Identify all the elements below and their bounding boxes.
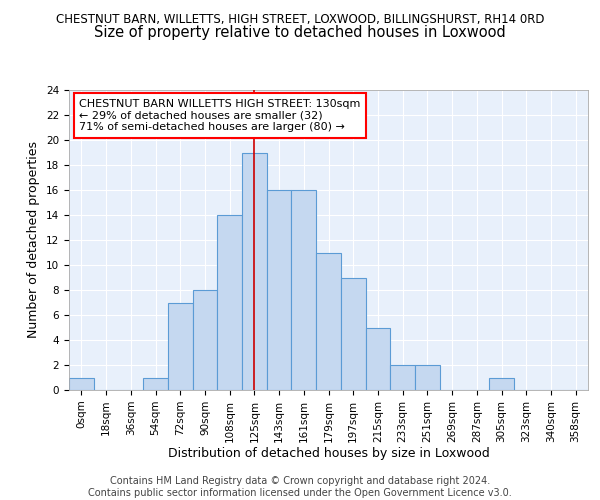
Bar xyxy=(415,365,440,390)
Bar xyxy=(242,152,267,390)
Bar xyxy=(292,190,316,390)
Text: Contains HM Land Registry data © Crown copyright and database right 2024.: Contains HM Land Registry data © Crown c… xyxy=(110,476,490,486)
Bar xyxy=(489,378,514,390)
Bar xyxy=(69,378,94,390)
Bar xyxy=(217,215,242,390)
Bar xyxy=(316,252,341,390)
Bar xyxy=(168,302,193,390)
Text: Size of property relative to detached houses in Loxwood: Size of property relative to detached ho… xyxy=(94,25,506,40)
Bar xyxy=(267,190,292,390)
Bar xyxy=(193,290,217,390)
Text: CHESTNUT BARN WILLETTS HIGH STREET: 130sqm
← 29% of detached houses are smaller : CHESTNUT BARN WILLETTS HIGH STREET: 130s… xyxy=(79,99,361,132)
X-axis label: Distribution of detached houses by size in Loxwood: Distribution of detached houses by size … xyxy=(167,448,490,460)
Text: Contains public sector information licensed under the Open Government Licence v3: Contains public sector information licen… xyxy=(88,488,512,498)
Bar xyxy=(390,365,415,390)
Text: CHESTNUT BARN, WILLETTS, HIGH STREET, LOXWOOD, BILLINGSHURST, RH14 0RD: CHESTNUT BARN, WILLETTS, HIGH STREET, LO… xyxy=(56,12,544,26)
Bar xyxy=(341,278,365,390)
Bar xyxy=(365,328,390,390)
Y-axis label: Number of detached properties: Number of detached properties xyxy=(28,142,40,338)
Bar xyxy=(143,378,168,390)
